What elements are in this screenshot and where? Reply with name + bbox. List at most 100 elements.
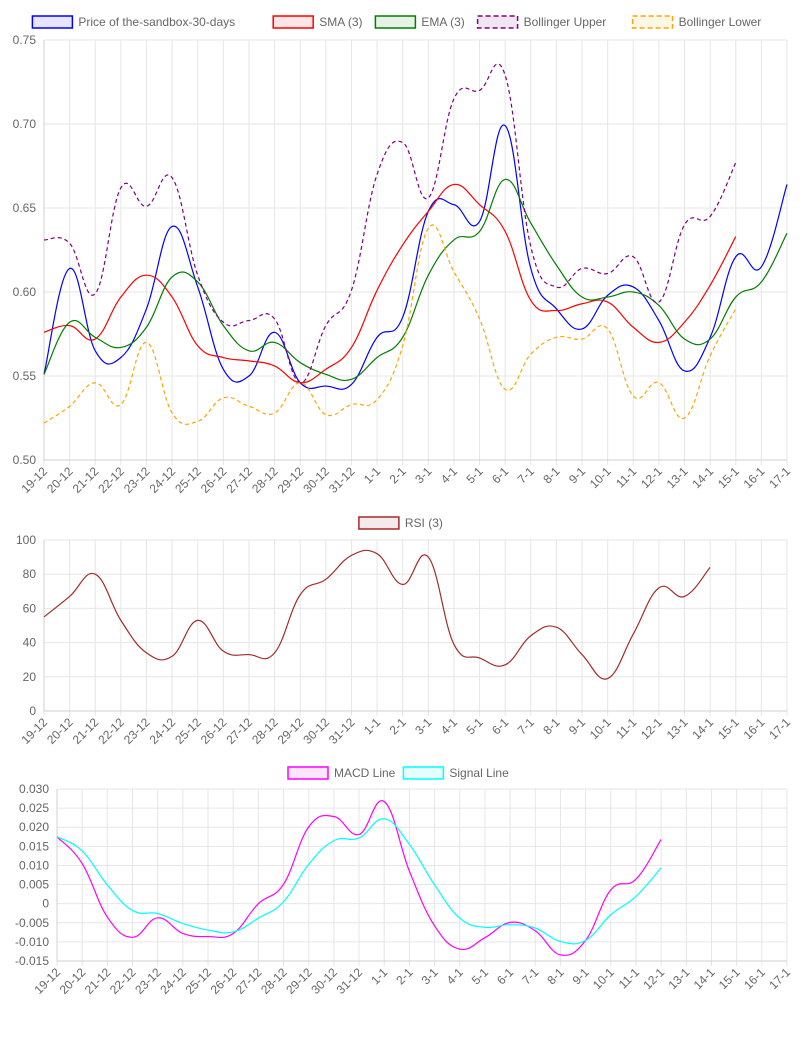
- x-tick-label: 7-1: [515, 464, 537, 486]
- x-tick-label: 13-1: [666, 965, 693, 992]
- series-line-4: [43, 224, 737, 425]
- x-tick-label: 6-1: [489, 464, 511, 486]
- x-tick-label: 30-12: [308, 965, 340, 997]
- series-line-3: [43, 63, 737, 384]
- y-tick-label: 0.65: [13, 201, 37, 215]
- series-line-0: [43, 549, 711, 680]
- legend-item-1[interactable]: Signal Line: [402, 766, 509, 780]
- y-tick-label: 80: [23, 567, 37, 581]
- legend-item-0[interactable]: RSI (3): [358, 516, 443, 530]
- macd-chart: MACD Line Signal Line 0.030 0.025 0.020 0.015…: [15, 766, 793, 997]
- x-tick-label: 19-12: [32, 965, 64, 997]
- x-tick-label: 22-12: [95, 464, 127, 496]
- y-tick-label: 40: [23, 636, 37, 650]
- x-tick-label: 20-12: [57, 965, 89, 997]
- x-tick-label: 2-1: [393, 965, 415, 987]
- x-tick-label: 26-12: [198, 715, 230, 747]
- legend-swatch: [374, 15, 417, 29]
- x-tick-label: 14-1: [689, 715, 716, 742]
- x-tick-label: 16-1: [741, 965, 768, 992]
- y-tick-label: 0.75: [13, 33, 37, 47]
- x-tick-label: 4-1: [438, 715, 460, 737]
- x-tick-label: 24-12: [147, 464, 179, 496]
- x-tick-label: 9-1: [566, 715, 588, 737]
- legend-label: Signal Line: [449, 766, 509, 780]
- x-tick-label: 4-1: [444, 965, 466, 987]
- legend-item-4[interactable]: Bollinger Lower: [631, 15, 762, 29]
- x-tick-label: 27-12: [223, 464, 255, 496]
- series-line-2: [43, 178, 788, 382]
- x-tick-label: 8-1: [544, 965, 566, 987]
- legend-label: Bollinger Lower: [679, 15, 762, 29]
- x-tick-label: 30-12: [300, 464, 332, 496]
- x-tick-label: 10-1: [590, 965, 617, 992]
- legend-swatch: [631, 15, 674, 29]
- x-tick-label: 5-1: [469, 965, 491, 987]
- x-tick-label: 22-12: [107, 965, 139, 997]
- legend-item-0[interactable]: Price of the-sandbox-30-days: [31, 15, 235, 29]
- x-tick-label: 21-12: [70, 464, 102, 496]
- x-tick-label: 7-1: [515, 715, 537, 737]
- legend-swatch: [272, 15, 314, 29]
- x-tick-label: 16-1: [741, 715, 768, 742]
- x-tick-label: 20-12: [44, 464, 76, 496]
- x-tick-label: 14-1: [691, 965, 718, 992]
- legend-label: SMA (3): [319, 15, 362, 29]
- legend-item-0[interactable]: MACD Line: [287, 766, 396, 780]
- price-chart: Price of the-sandbox-30-days SMA (3) EMA (…: [13, 15, 794, 496]
- x-tick-label: 21-12: [70, 715, 102, 747]
- legend-swatch: [402, 766, 445, 780]
- x-tick-label: 8-1: [540, 464, 562, 486]
- x-tick-label: 27-12: [223, 715, 255, 747]
- x-tick-label: 31-12: [326, 464, 358, 496]
- x-tick-label: 2-1: [387, 464, 409, 486]
- x-tick-label: 2-1: [387, 715, 409, 737]
- x-tick-label: 11-1: [613, 715, 639, 741]
- x-tick-label: 6-1: [489, 715, 511, 737]
- x-tick-label: 26-12: [198, 464, 230, 496]
- series-line-0: [43, 124, 788, 390]
- x-tick-label: 1-1: [361, 464, 383, 486]
- y-tick-label: 0.005: [19, 878, 49, 892]
- x-tick-label: 29-12: [275, 715, 307, 747]
- legend-item-1[interactable]: SMA (3): [272, 15, 363, 29]
- x-tick-label: 9-1: [570, 965, 592, 987]
- x-tick-label: 12-1: [638, 464, 665, 491]
- legend-swatch: [476, 15, 519, 29]
- y-tick-label: 20: [23, 670, 37, 684]
- x-tick-label: 22-12: [95, 715, 127, 747]
- x-tick-label: 19-12: [19, 715, 51, 747]
- series-line-1: [56, 818, 662, 945]
- legend-item-3[interactable]: Bollinger Upper: [476, 15, 607, 29]
- x-tick-label: 5-1: [464, 464, 486, 486]
- x-tick-label: 4-1: [438, 464, 460, 486]
- y-tick-label: 0.50: [13, 453, 37, 467]
- y-tick-label: 0.025: [19, 801, 49, 815]
- x-tick-label: 8-1: [540, 715, 562, 737]
- x-tick-label: 14-1: [689, 464, 716, 491]
- x-tick-label: 25-12: [172, 715, 204, 747]
- legend-swatch: [358, 516, 400, 530]
- y-tick-label: 0: [29, 704, 36, 718]
- x-tick-label: 23-12: [121, 464, 153, 496]
- x-tick-label: 1-1: [368, 965, 390, 987]
- x-tick-label: 27-12: [233, 965, 265, 997]
- x-tick-label: 9-1: [566, 464, 588, 486]
- x-tick-label: 3-1: [412, 464, 434, 486]
- legend-label: Bollinger Upper: [524, 15, 607, 29]
- x-tick-label: 1-1: [361, 715, 383, 737]
- series-line-1: [43, 183, 737, 384]
- legend-swatch: [31, 15, 74, 29]
- legend-swatch: [287, 766, 329, 780]
- x-tick-label: 30-12: [300, 715, 332, 747]
- y-tick-label: 0.60: [13, 285, 37, 299]
- x-tick-label: 13-1: [664, 715, 691, 742]
- x-tick-label: 19-12: [19, 464, 51, 496]
- legend-item-2[interactable]: EMA (3): [374, 15, 465, 29]
- x-tick-label: 17-1: [766, 715, 793, 742]
- y-tick-label: -0.015: [15, 954, 49, 968]
- x-tick-label: 11-1: [616, 965, 642, 991]
- y-tick-label: -0.010: [15, 935, 49, 949]
- x-tick-label: 25-12: [172, 464, 204, 496]
